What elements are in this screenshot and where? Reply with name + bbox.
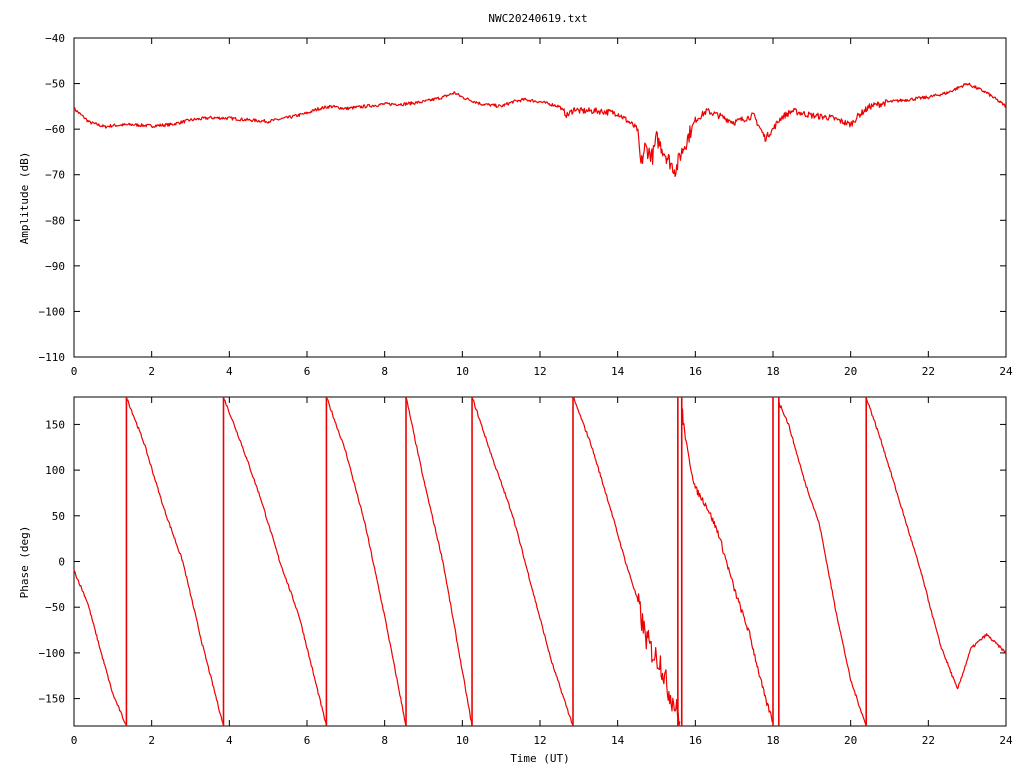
phase-x-axis-label: Time (UT) <box>510 752 570 765</box>
amplitude-x-tick-label: 24 <box>999 365 1013 378</box>
phase-trace-segment <box>325 397 407 727</box>
amplitude-x-tick-label: 4 <box>226 365 233 378</box>
phase-x-tick-label: 10 <box>456 734 469 747</box>
phase-y-tick-label: −100 <box>39 647 66 660</box>
phase-y-tick-label: 50 <box>52 510 65 523</box>
phase-x-tick-label: 12 <box>533 734 546 747</box>
amplitude-x-tick-label: 2 <box>148 365 155 378</box>
phase-y-tick-label: −150 <box>39 693 66 706</box>
phase-x-tick-label: 4 <box>226 734 233 747</box>
amplitude-x-tick-label: 20 <box>844 365 857 378</box>
amplitude-axis-ticks: 0 2 4 6 8 10 12 14 16 18 20 22 24−110−100−90−80−70−6… <box>39 32 1013 378</box>
phase-y-tick-label: 0 <box>58 556 65 569</box>
amplitude-y-tick-label: −110 <box>39 351 66 364</box>
amplitude-x-tick-label: 10 <box>456 365 469 378</box>
amplitude-x-tick-label: 18 <box>766 365 779 378</box>
phase-x-tick-label: 14 <box>611 734 625 747</box>
chart-title: NWC20240619.txt <box>488 12 587 25</box>
phase-x-tick-label: 2 <box>148 734 155 747</box>
amplitude-y-tick-label: −100 <box>39 305 66 318</box>
phase-trace-segment <box>471 396 574 727</box>
amplitude-y-tick-label: −80 <box>45 214 65 227</box>
phase-trace-segment <box>865 396 1007 690</box>
phase-trace-segment <box>778 400 867 727</box>
phase-panel: Phase (deg) Time (UT) 0 2 4 6 8 10 12 14 16 18 20 2… <box>18 396 1013 765</box>
amplitude-x-tick-label: 6 <box>304 365 311 378</box>
phase-x-tick-label: 8 <box>381 734 388 747</box>
amplitude-series <box>73 82 1007 178</box>
phase-x-tick-label: 22 <box>922 734 935 747</box>
amplitude-x-tick-label: 0 <box>71 365 78 378</box>
amplitude-x-tick-label: 16 <box>689 365 702 378</box>
amplitude-panel: Amplitude (dB) 0 2 4 6 8 10 12 14 16 18 20 22 24−110… <box>18 32 1013 378</box>
phase-x-tick-label: 18 <box>766 734 779 747</box>
phase-x-tick-label: 0 <box>71 734 78 747</box>
amplitude-plot-frame <box>73 37 1007 358</box>
phase-x-tick-label: 6 <box>304 734 311 747</box>
amplitude-y-tick-label: −90 <box>45 260 65 273</box>
amplitude-x-tick-label: 14 <box>611 365 625 378</box>
amplitude-x-tick-label: 12 <box>533 365 546 378</box>
phase-x-tick-label: 20 <box>844 734 857 747</box>
amplitude-trace <box>73 82 1007 178</box>
amplitude-x-tick-label: 22 <box>922 365 935 378</box>
phase-y-tick-label: 150 <box>45 418 65 431</box>
amplitude-y-tick-label: −70 <box>45 169 65 182</box>
phase-y-tick-label: 100 <box>45 464 65 477</box>
phase-trace-segment <box>125 396 225 727</box>
phase-y-tick-label: −50 <box>45 601 65 614</box>
phase-trace-segment <box>222 396 327 727</box>
phase-x-tick-label: 16 <box>689 734 702 747</box>
phase-x-tick-label: 24 <box>999 734 1013 747</box>
amplitude-y-tick-label: −50 <box>45 78 65 91</box>
amplitude-x-tick-label: 8 <box>381 365 388 378</box>
phase-series <box>73 396 1007 727</box>
amplitude-y-tick-label: −40 <box>45 32 65 45</box>
amplitude-y-tick-label: −60 <box>45 123 65 136</box>
phase-trace-segment <box>572 397 681 727</box>
phase-axis-ticks: 0 2 4 6 8 10 12 14 16 18 20 22 24−150−100−5005010015… <box>39 397 1013 747</box>
phase-y-axis-label: Phase (deg) <box>18 526 31 599</box>
phase-trace-segment <box>73 569 127 727</box>
phase-trace-segment <box>681 408 774 723</box>
phase-trace-segment <box>405 396 473 727</box>
amplitude-y-axis-label: Amplitude (dB) <box>18 152 31 245</box>
